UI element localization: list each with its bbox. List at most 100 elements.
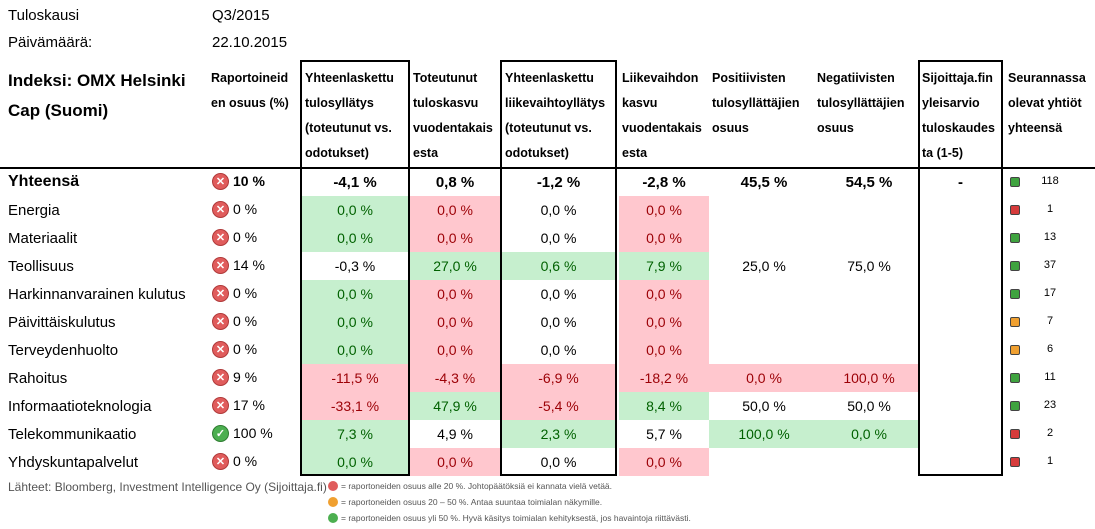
header-line: (toteutunut vs. [305,121,392,135]
header-line: Yhteenlaskettu [305,71,394,85]
status-square-icon [1010,373,1020,383]
eps-surprise-cell: 0,0 % [302,448,408,476]
period-value: Q3/2015 [212,7,270,24]
index-title: Indeksi: OMX Helsinki Cap (Suomi) [8,66,186,126]
x-circle-icon: ✕ [212,257,229,274]
header-revenue-surprise: Yhteenlaskettu liikevaihtoyllätys (toteutu… [505,66,605,166]
index-title-line: Cap (Suomi) [8,101,109,120]
revenue-surprise-cell: 0,0 % [540,230,577,246]
tracked-count-value: 17 [1043,287,1057,299]
tracked-count-value: 1 [1046,455,1054,467]
positive-share-cell [709,448,819,476]
header-line: liikevaihtoyllätys [505,96,606,110]
revenue-growth-cell: 0,0 % [619,448,709,476]
reported-share-value: 14 % [233,257,265,273]
revenue-growth-cell: 5,7 % [646,426,682,442]
header-line: Sijoittaja.fin [922,71,993,85]
eps-growth-cell: 27,0 % [410,252,500,280]
score-cell [920,392,1001,420]
legend-item: = raportoneiden osuus alle 20 %. Johtopä… [328,481,612,491]
header-line: vuodentakais [622,121,702,135]
header-revenue-growth: Liikevaihdon kasvu vuodentakais esta [622,66,702,166]
eps-surprise-cell: 0,0 % [302,224,408,252]
x-circle-icon: ✕ [212,201,229,218]
reported-share-value: 0 % [233,341,258,357]
revenue-surprise-cell: 0,0 % [540,202,577,218]
reported-share-value: 0 % [233,313,258,329]
x-circle-icon: ✕ [212,397,229,414]
revenue-surprise-cell: 0,0 % [540,454,577,470]
x-circle-icon: ✕ [212,313,229,330]
eps-surprise-cell: 0,0 % [302,196,408,224]
eps-growth-cell: 0,0 % [410,308,500,336]
negative-share-cell: 100,0 % [819,364,919,392]
header-divider [0,167,1095,169]
eps-surprise-cell: 0,0 % [302,308,408,336]
x-circle-icon: ✕ [212,173,229,190]
negative-share-cell [819,280,919,308]
reported-share-value: 17 % [233,397,265,413]
revenue-growth-cell: 0,0 % [619,196,709,224]
header-line: olevat yhtiöt [1008,96,1082,110]
negative-share-cell: 50,0 % [847,398,891,414]
revenue-surprise-cell: -6,9 % [502,364,615,392]
period-label: Tuloskausi [8,7,80,24]
header-score: Sijoittaja.fin yleisarvio tuloskaudes ta (1… [922,66,995,166]
tracked-count-value: 7 [1046,315,1054,327]
revenue-growth-cell: 7,9 % [619,252,709,280]
header-line: tuloskasvu [413,96,479,110]
revenue-surprise-cell: 0,0 % [540,342,577,358]
row-name: Energia [8,201,60,219]
eps-growth-cell: 0,0 % [410,280,500,308]
x-circle-icon: ✕ [212,341,229,358]
legend-text: = raportoneiden osuus 20 – 50 %. Antaa s… [341,497,603,507]
row-name: Telekommunikaatio [8,425,137,443]
eps-growth-cell: -4,3 % [410,364,500,392]
date-value: 22.10.2015 [212,34,288,51]
header-line: tulosyllättäjien [817,96,905,110]
reported-share-value: 9 % [233,369,258,385]
status-square-icon [1010,429,1020,439]
negative-share-cell: 0,0 % [819,420,919,448]
score-cell [920,448,1001,476]
header-line: Liikevaihdon [622,71,699,85]
tracked-count-value: 1 [1046,203,1054,215]
eps-surprise-cell: -11,5 % [302,364,408,392]
x-circle-icon: ✕ [212,453,229,470]
row-name: Päivittäiskulutus [8,313,116,331]
header-line: kasvu [622,96,658,110]
eps-surprise-cell: -33,1 % [302,392,408,420]
header-line: esta [413,146,439,160]
tracked-count-value: 13 [1043,231,1057,243]
positive-share-cell: 0,0 % [709,364,819,392]
positive-share-cell [709,224,819,252]
header-line: odotukset) [305,146,369,160]
positive-share-cell [709,308,819,336]
header-line: Toteutunut [413,71,478,85]
eps-surprise-cell: -0,3 % [334,258,376,274]
row-name: Yhdyskuntapalvelut [8,453,139,471]
eps-growth-cell: 47,9 % [410,392,500,420]
revenue-growth-cell: 0,0 % [619,280,709,308]
revenue-growth-cell: 8,4 % [619,392,709,420]
row-name: Teollisuus [8,257,74,275]
status-dot-icon [328,513,338,523]
revenue-surprise-cell: 0,6 % [502,252,615,280]
status-square-icon [1010,457,1020,467]
revenue-surprise-cell: -5,4 % [502,392,615,420]
eps-surprise-cell: 0,0 % [302,336,408,364]
tracked-count-value: 2 [1046,427,1054,439]
negative-share-cell [819,224,919,252]
tracked-count-value: 6 [1046,343,1054,355]
reported-share-value: 100 % [233,425,273,441]
x-circle-icon: ✕ [212,285,229,302]
header-line: Negatiivisten [817,71,895,85]
status-square-icon [1010,177,1020,187]
row-name: Harkinnanvarainen kulutus [8,285,186,303]
header-tracked-count: Seurannassa olevat yhtiöt yhteensä [1008,66,1086,141]
status-square-icon [1010,233,1020,243]
status-square-icon [1010,345,1020,355]
legend-text: = raportoneiden osuus alle 20 %. Johtopä… [341,481,613,491]
score-cell [920,336,1001,364]
revenue-growth-cell: -18,2 % [619,364,709,392]
